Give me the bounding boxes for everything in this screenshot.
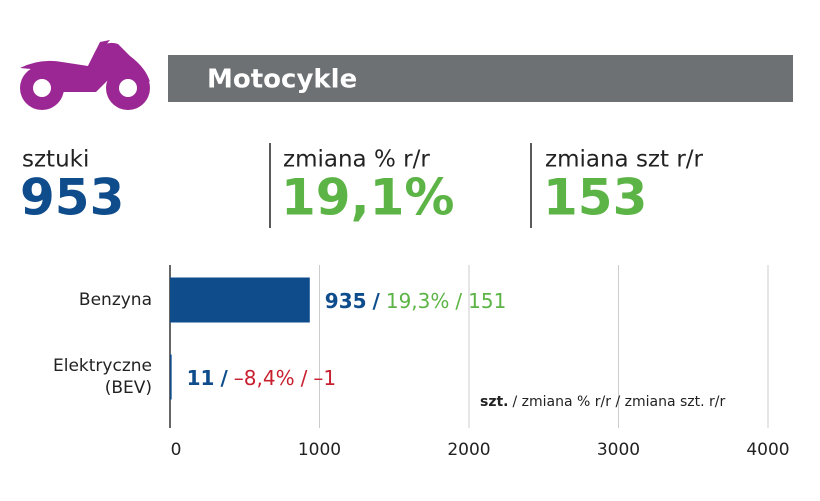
stat-value: 19,1% xyxy=(281,169,454,227)
category-label: Elektryczne (BEV) xyxy=(53,356,152,398)
stat-label: zmiana % r/r xyxy=(283,147,430,173)
stat-label: zmiana szt r/r xyxy=(545,147,704,173)
x-tick-label: 0 xyxy=(171,440,182,460)
x-tick-label: 3000 xyxy=(597,440,640,460)
separator: / xyxy=(220,366,228,390)
data-label: 935/19,3%/151 xyxy=(325,289,507,313)
change-pct-label: 19,3% xyxy=(386,289,450,313)
legend-note: szt. / zmiana % r/r / zmiana szt. r/r xyxy=(480,394,725,410)
separator: / xyxy=(301,366,308,390)
change-units-label: –1 xyxy=(313,366,336,390)
data-label: 11/–8,4% / –1 xyxy=(187,366,336,390)
change-units-label: 151 xyxy=(468,289,506,313)
header-bar xyxy=(168,55,793,102)
bar xyxy=(170,354,172,400)
stat-value: 953 xyxy=(20,169,124,227)
x-tick-label: 2000 xyxy=(447,440,490,460)
stat-value: 153 xyxy=(543,169,647,227)
separator: / xyxy=(373,289,381,313)
motorcycle-icon xyxy=(20,40,150,110)
stat-label: sztuki xyxy=(22,147,89,173)
category-label: Benzyna xyxy=(78,290,152,310)
x-tick-label: 1000 xyxy=(298,440,341,460)
note-bold: szt. xyxy=(480,394,509,410)
separator: / xyxy=(455,289,462,313)
value-label: 11 xyxy=(187,366,215,390)
note-rest: / zmiana % r/r / zmiana szt. r/r xyxy=(513,394,726,410)
change-pct-label: –8,4% xyxy=(234,366,295,390)
value-label: 935 xyxy=(325,289,367,313)
bar xyxy=(170,277,310,323)
header-title: Motocykle xyxy=(207,65,357,95)
x-tick-label: 4000 xyxy=(746,440,789,460)
